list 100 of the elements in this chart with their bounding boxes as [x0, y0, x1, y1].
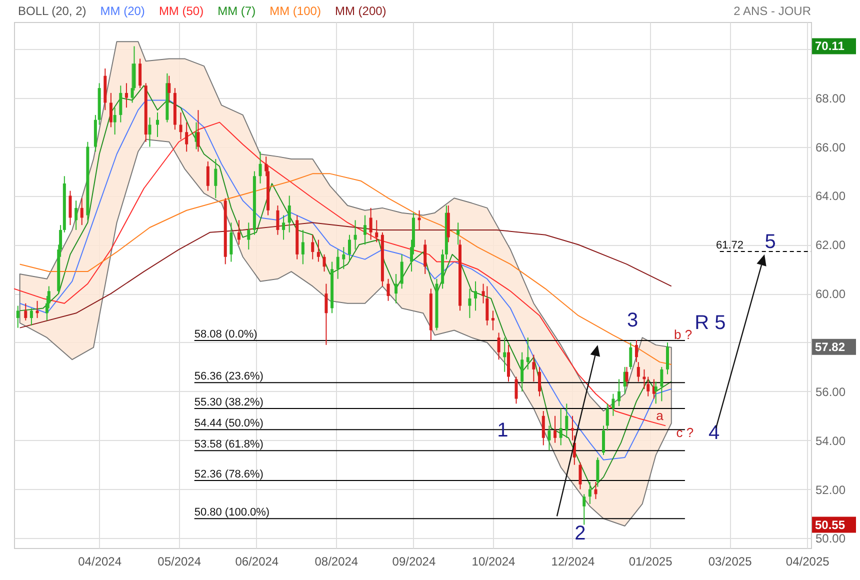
candlestick: [80, 198, 84, 226]
candlestick: [342, 246, 346, 270]
candlestick: [629, 342, 632, 370]
candlestick: [634, 340, 638, 363]
candlestick: [113, 107, 116, 136]
annotation: 50.80 (100.0%): [194, 506, 270, 519]
candlestick: [514, 376, 518, 404]
candlestick: [666, 342, 669, 375]
y-tick-label: 62.00: [816, 238, 846, 252]
candlestick: [486, 286, 489, 326]
annotation: 3: [627, 309, 638, 332]
candlestick: [456, 222, 460, 246]
text: MM (100): [270, 4, 321, 18]
candlestick: [247, 222, 250, 250]
candlestick: [625, 366, 628, 388]
candlestick: [206, 160, 210, 192]
candlestick: [30, 308, 33, 326]
candlestick: [336, 249, 340, 280]
candlestick: [179, 112, 182, 140]
candlestick: [424, 239, 427, 274]
candlestick: [594, 481, 598, 500]
candlestick: [565, 403, 568, 438]
candlestick: [588, 481, 592, 504]
candlestick: [375, 220, 378, 243]
candlestick: [258, 151, 262, 184]
candlestick: [68, 190, 72, 226]
chart-subtitle: 2 ANS - JOUR: [734, 4, 811, 18]
y-tick-label: 52.00: [816, 482, 846, 497]
annotation: 2: [574, 522, 586, 544]
price-tag: 50.55: [812, 516, 856, 533]
text: MM (50): [158, 4, 204, 18]
line-series: [19, 173, 672, 366]
candlestick: [548, 425, 551, 451]
candlestick: [386, 278, 390, 302]
x-tick-label: 08/2024: [314, 554, 358, 568]
x-tick-label: 06/2024: [235, 554, 279, 568]
candlestick: [24, 302, 28, 321]
candlestick: [109, 92, 112, 128]
candlestick: [119, 85, 122, 123]
candlestick: [322, 254, 326, 272]
candlestick: [559, 408, 562, 446]
text: MM (20): [100, 4, 145, 18]
candlestick: [237, 220, 240, 246]
candlestick: [468, 288, 472, 319]
candlestick: [582, 494, 586, 526]
text: MM (7): [218, 4, 256, 18]
x-tick-label: 05/2024: [158, 554, 202, 568]
candlestick: [276, 204, 280, 236]
candlestick: [369, 207, 372, 240]
x-tick-label: 01/2025: [628, 554, 673, 568]
annotation: 55.30 (38.2%): [194, 396, 264, 409]
candlestick: [148, 116, 152, 148]
annotation: 53.58 (61.8%): [194, 438, 264, 451]
candlestick: [288, 195, 291, 233]
candlestick: [394, 273, 398, 304]
x-tick-label: 10/2024: [472, 554, 516, 568]
candlestick: [636, 362, 640, 382]
candlestick: [400, 254, 404, 290]
candlestick: [124, 82, 128, 108]
candlestick: [526, 337, 530, 370]
annotation: 4: [708, 422, 720, 444]
candlestick: [538, 366, 542, 397]
annotation: 52.36 (78.6%): [194, 468, 264, 480]
candlestick: [324, 283, 328, 346]
price-tag: 57.82: [812, 338, 856, 355]
candlestick: [474, 280, 478, 312]
candlestick: [196, 110, 200, 152]
y-tick-label: 60.00: [816, 287, 846, 302]
y-tick-label: 50.00: [816, 532, 846, 546]
annotation: 54.44 (50.0%): [194, 418, 264, 430]
line-series: [19, 222, 672, 328]
candlestick: [618, 378, 621, 407]
candlestick: [491, 310, 494, 331]
candlestick: [532, 354, 536, 382]
legend-title: BOLL (20, 2): [18, 4, 86, 18]
annotation: b ?: [674, 327, 692, 342]
candlestick: [156, 112, 159, 138]
candlestick: [363, 214, 366, 246]
candlestick: [612, 393, 615, 416]
candlestick: [214, 158, 218, 199]
candlestick: [578, 462, 582, 490]
x-tick-label: 03/2025: [708, 554, 752, 568]
annotation: 56.36 (23.6%): [194, 370, 264, 383]
candlestick: [602, 425, 606, 456]
candlestick: [138, 58, 142, 89]
x-tick-label: 04/2024: [78, 554, 122, 568]
candlestick: [36, 300, 39, 319]
candlestick: [554, 415, 557, 444]
y-tick-label: 64.00: [816, 189, 846, 204]
x-tick-label: 12/2024: [551, 554, 595, 568]
y-tick-label: 56.00: [816, 384, 846, 399]
candlestick: [503, 337, 506, 372]
annotation: c ?: [676, 425, 694, 440]
candlestick: [74, 200, 78, 230]
annotation: a: [656, 408, 664, 423]
price-tag: 70.11: [812, 38, 856, 54]
annotation: 61.72: [716, 239, 744, 252]
x-tick-label: 09/2024: [392, 554, 436, 568]
candlestick: [316, 239, 320, 262]
candlestick: [230, 222, 233, 262]
